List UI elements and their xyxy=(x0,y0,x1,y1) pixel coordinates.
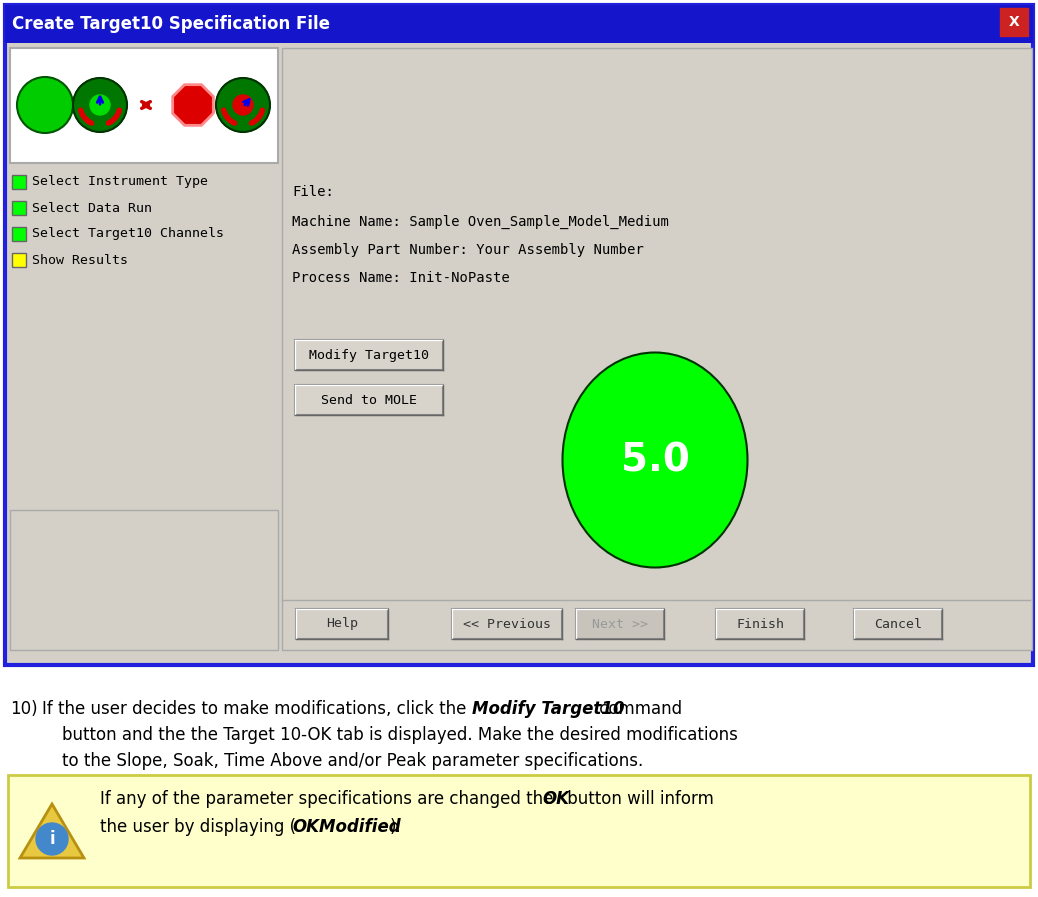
Text: Assembly Part Number: Your Assembly Number: Assembly Part Number: Your Assembly Numb… xyxy=(292,243,644,257)
Text: Show Results: Show Results xyxy=(32,254,128,266)
FancyBboxPatch shape xyxy=(5,5,1033,665)
Text: Create Target10 Specification File: Create Target10 Specification File xyxy=(12,15,330,33)
Circle shape xyxy=(216,78,270,132)
Text: the user by displaying (: the user by displaying ( xyxy=(100,818,296,836)
FancyBboxPatch shape xyxy=(12,227,26,241)
Text: Help: Help xyxy=(326,617,358,631)
FancyBboxPatch shape xyxy=(452,609,562,639)
Text: Select Data Run: Select Data Run xyxy=(32,202,152,214)
FancyBboxPatch shape xyxy=(295,340,443,370)
FancyBboxPatch shape xyxy=(282,48,1032,650)
Text: Machine Name: Sample Oven_Sample_Model_Medium: Machine Name: Sample Oven_Sample_Model_M… xyxy=(292,215,668,229)
Text: Select Target10 Channels: Select Target10 Channels xyxy=(32,228,224,240)
Text: i: i xyxy=(49,830,55,848)
FancyBboxPatch shape xyxy=(12,253,26,267)
Text: OK: OK xyxy=(542,790,569,808)
Circle shape xyxy=(233,95,253,115)
Text: If any of the parameter specifications are changed the: If any of the parameter specifications a… xyxy=(100,790,558,808)
Text: 10): 10) xyxy=(10,700,37,718)
FancyBboxPatch shape xyxy=(12,175,26,189)
Text: << Previous: << Previous xyxy=(463,617,551,631)
Text: File:: File: xyxy=(292,185,334,199)
Text: command: command xyxy=(594,700,682,718)
Text: Modify Target10: Modify Target10 xyxy=(472,700,625,718)
FancyBboxPatch shape xyxy=(10,48,278,163)
Text: Send to MOLE: Send to MOLE xyxy=(321,394,417,406)
Text: Modify Target10: Modify Target10 xyxy=(309,349,429,361)
FancyBboxPatch shape xyxy=(296,609,388,639)
FancyBboxPatch shape xyxy=(1000,8,1028,36)
FancyBboxPatch shape xyxy=(295,385,443,415)
Text: Select Instrument Type: Select Instrument Type xyxy=(32,176,208,188)
Text: button will inform: button will inform xyxy=(562,790,714,808)
Text: Process Name: Init-NoPaste: Process Name: Init-NoPaste xyxy=(292,271,510,285)
Polygon shape xyxy=(20,804,84,858)
Text: Finish: Finish xyxy=(736,617,784,631)
Text: 5.0: 5.0 xyxy=(621,441,689,479)
Text: to the Slope, Soak, Time Above and/or Peak parameter specifications.: to the Slope, Soak, Time Above and/or Pe… xyxy=(62,752,644,770)
Text: X: X xyxy=(1009,15,1019,29)
FancyBboxPatch shape xyxy=(8,775,1030,887)
Text: Next >>: Next >> xyxy=(592,617,648,631)
Text: button and the the Target 10-OK tab is displayed. Make the desired modifications: button and the the Target 10-OK tab is d… xyxy=(62,726,738,744)
Text: Cancel: Cancel xyxy=(874,617,922,631)
FancyBboxPatch shape xyxy=(5,5,1033,43)
FancyBboxPatch shape xyxy=(716,609,804,639)
Circle shape xyxy=(73,78,127,132)
FancyBboxPatch shape xyxy=(576,609,664,639)
FancyBboxPatch shape xyxy=(10,510,278,650)
Circle shape xyxy=(18,78,72,132)
Text: ).: ). xyxy=(390,818,402,836)
Text: If the user decides to make modifications, click the: If the user decides to make modification… xyxy=(42,700,471,718)
Polygon shape xyxy=(172,84,214,126)
FancyBboxPatch shape xyxy=(12,201,26,215)
FancyBboxPatch shape xyxy=(854,609,943,639)
Text: OKModified: OKModified xyxy=(292,818,401,836)
Circle shape xyxy=(36,823,69,855)
Ellipse shape xyxy=(563,353,747,568)
Circle shape xyxy=(90,95,110,115)
